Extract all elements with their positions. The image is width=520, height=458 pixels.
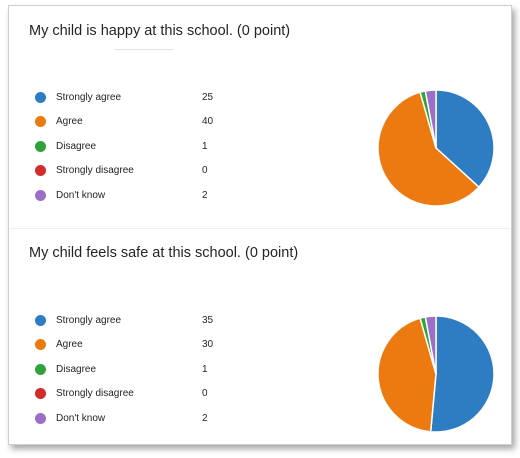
legend-item-strongly-disagree: Strongly disagree 0 — [29, 382, 229, 407]
legend: Strongly agree 25 Agree 40 Disagree 1 St… — [29, 85, 229, 208]
question-card-2: My child feels safe at this school. (0 p… — [9, 228, 511, 444]
legend-item-disagree: Disagree 1 — [29, 134, 229, 159]
legend-count: 0 — [202, 388, 208, 400]
legend-dot-icon — [35, 388, 46, 400]
legend-count: 40 — [202, 116, 214, 128]
legend-item-dont-know: Don't know 2 — [29, 183, 229, 208]
legend-count: 25 — [202, 91, 214, 103]
legend-label: Don't know — [56, 189, 106, 201]
slice-agree[interactable] — [377, 91, 480, 207]
question-title: My child feels safe at this school. (0 p… — [29, 245, 299, 261]
legend-item-agree: Agree 30 — [29, 333, 229, 358]
legend-count: 30 — [202, 339, 214, 351]
legend-dot-icon — [35, 189, 46, 201]
question-card-1: My child is happy at this school. (0 poi… — [9, 6, 511, 228]
legend-label: Strongly agree — [56, 91, 122, 103]
legend-dot-icon — [35, 363, 46, 375]
legend-count: 0 — [202, 165, 208, 177]
legend-item-agree: Agree 40 — [29, 110, 229, 135]
survey-results-panel: My child is happy at this school. (0 poi… — [8, 5, 512, 445]
legend-dot-icon — [35, 339, 46, 351]
legend: Strongly agree 35 Agree 30 Disagree 1 St… — [29, 308, 229, 431]
slice-agree[interactable] — [377, 317, 437, 433]
legend-item-strongly-disagree: Strongly disagree 0 — [29, 159, 229, 184]
legend-dot-icon — [35, 314, 46, 326]
slice-dont-know[interactable] — [424, 315, 437, 375]
question-title: My child is happy at this school. (0 poi… — [29, 23, 291, 39]
legend-label: Don't know — [56, 412, 106, 424]
pie-chart[interactable] — [371, 83, 501, 213]
legend-label: Agree — [56, 339, 83, 351]
slice-dont-know[interactable] — [424, 89, 437, 149]
legend-dot-icon — [35, 140, 46, 152]
legend-label: Strongly agree — [56, 314, 122, 326]
legend-item-strongly-agree: Strongly agree 35 — [29, 308, 229, 333]
title-divider — [115, 49, 173, 50]
legend-label: Strongly disagree — [56, 388, 134, 400]
legend-label: Strongly disagree — [56, 165, 134, 177]
pie-chart[interactable] — [371, 309, 501, 439]
legend-dot-icon — [35, 91, 46, 103]
legend-dot-icon — [35, 116, 46, 128]
legend-count: 2 — [202, 189, 208, 201]
legend-label: Disagree — [56, 140, 97, 152]
slice-strongly-agree[interactable] — [435, 89, 495, 189]
legend-item-dont-know: Don't know 2 — [29, 406, 229, 431]
legend-label: Agree — [56, 116, 83, 128]
legend-dot-icon — [35, 165, 46, 177]
legend-item-strongly-agree: Strongly agree 25 — [29, 85, 229, 110]
legend-count: 1 — [202, 140, 208, 152]
legend-dot-icon — [35, 412, 46, 424]
legend-item-disagree: Disagree 1 — [29, 357, 229, 382]
slice-strongly-agree[interactable] — [429, 315, 495, 433]
legend-count: 1 — [202, 363, 208, 375]
legend-count: 35 — [202, 314, 214, 326]
legend-count: 2 — [202, 412, 208, 424]
legend-label: Disagree — [56, 363, 97, 375]
